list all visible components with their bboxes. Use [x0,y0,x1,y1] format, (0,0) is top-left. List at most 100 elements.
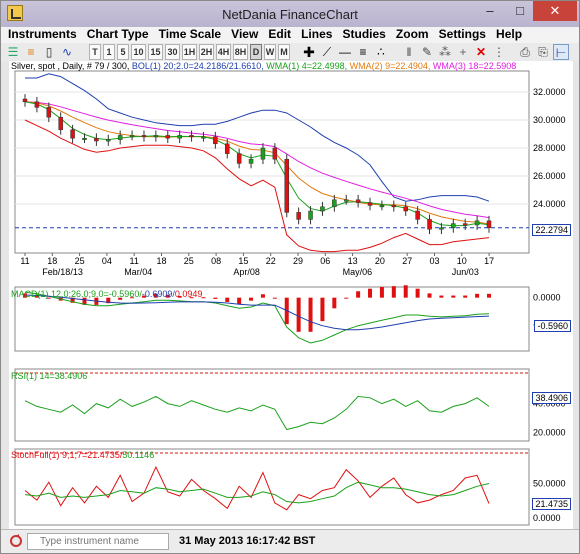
candle-body [177,135,182,139]
macd-histogram-bar [23,293,27,298]
line-tool-icon[interactable]: ‖ [406,45,412,59]
candle-body [403,206,408,212]
candle-body [272,147,278,160]
macd-histogram-bar [391,286,396,298]
line-chart-icon[interactable]: ∿ [61,45,73,59]
crosshair-cursor-icon[interactable]: ✚ [303,44,315,60]
macd-histogram-bar [106,297,111,304]
menu-lines[interactable]: Lines [301,27,333,41]
minimize-button[interactable]: – [486,3,494,18]
close-button[interactable]: ✕ [533,1,577,21]
text-tool-icon[interactable]: ∴ [377,45,385,59]
refresh-icon[interactable] [9,534,23,548]
candle-body [236,153,242,164]
x-tick-label: 25 [184,256,194,266]
menu-help[interactable]: Help [496,27,523,41]
macd-last-value: -0.5960 [534,320,571,332]
timeframe-button-2h[interactable]: 2H [199,44,214,60]
trendline-icon[interactable]: ⟋ [322,45,332,59]
settings-icon[interactable]: ⋮ [493,45,505,59]
macd-histogram-bar [415,288,420,298]
stoch-d-line [24,481,490,504]
macd-histogram-bar [177,295,182,298]
wma1-line [24,101,490,227]
maximize-button[interactable]: □ [516,3,524,18]
timeframe-button-1h[interactable]: 1H [182,44,197,60]
price-y-tick: 24.0000 [533,199,566,209]
macd-legend: MACD(1) 12.0;26.0;9.0=-0.5960/-0.6909/0.… [11,289,202,299]
candle-body [343,199,349,202]
candle-body [474,220,480,226]
candle-body [129,135,135,138]
candle-body [117,135,123,140]
timeframe-button-w[interactable]: W [264,44,276,60]
menu-edit[interactable]: Edit [268,27,292,41]
macd-histogram-bar [34,294,39,298]
x-tick-label: 11 [130,256,139,266]
print-icon[interactable]: ⎙ [520,45,530,59]
price-y-tick: 28.0000 [533,143,566,153]
candle-body [320,206,325,212]
timeframe-button-30[interactable]: 30 [165,44,180,60]
menu-time-scale[interactable]: Time Scale [158,27,222,41]
legend-rsi: RSI(1) 14=38.4906 [11,371,88,381]
timeframe-button-10[interactable]: 10 [131,44,146,60]
menu-settings[interactable]: Settings [438,27,486,41]
instrument-list-icon[interactable]: ☰ [7,45,19,59]
menu-studies[interactable]: Studies [342,27,386,41]
macd-histogram-bar [141,295,146,298]
pattern-icon[interactable]: ⁂ [439,45,451,59]
wma3-line [24,101,490,219]
macd-histogram-bar [487,293,491,298]
macd-histogram-bar [344,297,349,299]
menu-view[interactable]: View [231,27,259,41]
rsi-line [24,395,490,431]
macd-histogram-bar [46,297,51,299]
timeframe-button-1[interactable]: 1 [103,44,115,60]
macd-histogram-bar [296,297,301,332]
chart-svg[interactable]: 32.0000 30.0000 28.0000 26.0000 24.0000 11 18 2… [9,61,573,529]
wma2-line [24,101,490,225]
candle-chart-icon[interactable]: ▯ [45,45,53,59]
timeframe-button-d[interactable]: D [250,44,262,60]
menu-chart-type[interactable]: Chart Type [86,27,149,41]
macd-histogram-bar [451,295,456,298]
x-tick-label: 13 [348,256,358,266]
legend-bollinger: BOL(1) 20;2.0=24.2186/21.6610, [131,61,264,71]
x-tick-label: 17 [484,256,494,266]
crosshair-icon[interactable]: ⊢ [553,44,569,60]
timeframe-button-5[interactable]: 5 [117,44,129,60]
timeframe-button-8h[interactable]: 8H [233,44,248,60]
timeframe-button-4h[interactable]: 4H [216,44,231,60]
menu-zoom[interactable]: Zoom [395,27,429,41]
pencil-icon[interactable]: ✎ [421,45,433,59]
macd-histogram-bar [153,293,158,298]
timeframe-button-m[interactable]: M [278,44,290,60]
status-bar: 31 May 2013 16:17:42 BST [1,529,579,553]
x-month-label: Mar/04 [124,267,152,277]
candle-body [439,227,444,230]
menu-instruments[interactable]: Instruments [8,27,77,41]
menu-bar: Instruments Chart Type Time Scale View E… [1,27,579,43]
macd-histogram-bar [189,297,194,299]
macd-histogram-bar [213,297,218,299]
timeframe-button-t[interactable]: T [89,44,101,60]
instrument-search-input[interactable] [27,533,169,550]
x-tick-label: 15 [238,256,248,266]
timeframe-button-15[interactable]: 15 [148,44,163,60]
add-icon[interactable]: + [459,45,467,59]
price-y-tick: 30.0000 [533,115,566,125]
fibonacci-icon[interactable]: ≡ [359,45,367,59]
bar-chart-icon[interactable]: ≡ [27,45,35,59]
chart-area[interactable]: 32.0000 30.0000 28.0000 26.0000 24.0000 11 18 2… [9,61,573,529]
macd-histogram-bar [260,294,265,298]
copy-icon[interactable]: ⎘ [538,45,548,59]
bollinger-lower-line [24,119,490,253]
horizontal-line-icon[interactable]: — [339,45,351,59]
x-tick-label: 20 [375,256,385,266]
candle-body [46,107,52,118]
candle-body [427,219,432,230]
delete-icon[interactable]: ✕ [475,45,487,59]
candle-body [189,135,194,138]
main-legend: Silver, spot , Daily, # 79 / 300, BOL(1)… [11,61,516,71]
